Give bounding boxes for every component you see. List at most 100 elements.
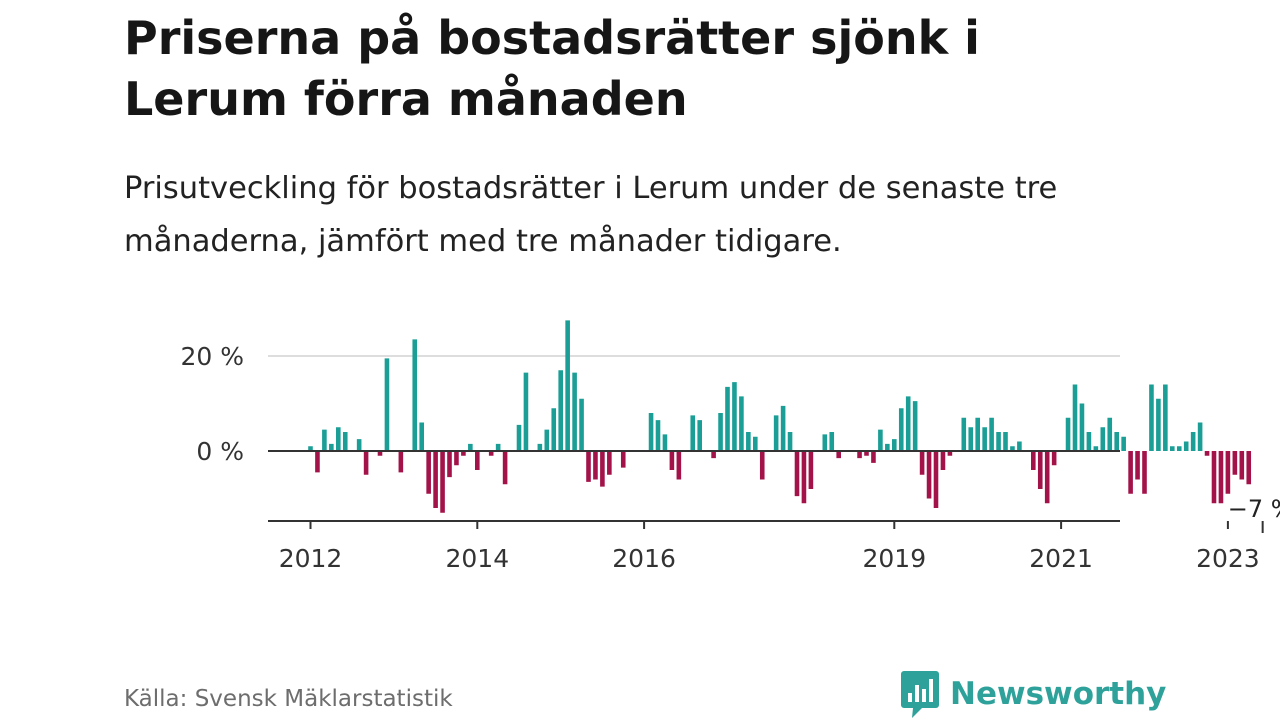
bar	[1044, 451, 1050, 504]
bar	[718, 413, 723, 451]
bar	[1114, 432, 1119, 451]
bar	[384, 358, 390, 452]
bar	[1135, 451, 1140, 480]
bar	[829, 432, 835, 451]
bar	[1232, 451, 1238, 475]
bar	[746, 432, 751, 451]
bar	[885, 443, 890, 452]
bar	[857, 451, 862, 459]
bar	[454, 451, 459, 466]
bar	[1107, 417, 1113, 451]
bar	[655, 420, 661, 452]
bar	[864, 451, 869, 456]
bar	[739, 396, 744, 452]
bar	[1176, 446, 1182, 451]
bar	[1225, 451, 1231, 494]
bar	[1121, 436, 1126, 451]
bar	[426, 451, 431, 494]
bar	[461, 451, 466, 456]
bar	[871, 451, 876, 463]
logo-text: Newsworthy	[950, 676, 1167, 712]
bar	[607, 451, 612, 475]
bar	[947, 451, 953, 456]
bar	[551, 408, 557, 451]
bar	[315, 451, 320, 473]
bar	[1204, 451, 1210, 456]
bar	[1093, 446, 1099, 451]
chart-title: Priserna på bostadsrätter sjönk i Lerum …	[124, 11, 980, 126]
bar	[342, 432, 348, 451]
bar	[412, 339, 418, 452]
y-tick-label: 0 %	[196, 437, 244, 466]
bar	[676, 451, 682, 480]
bar	[433, 451, 438, 508]
bar	[495, 443, 501, 452]
bar	[419, 422, 424, 451]
bar	[919, 451, 925, 475]
bar	[475, 451, 480, 470]
bar	[940, 451, 946, 470]
bar	[1128, 451, 1133, 494]
bar	[1197, 422, 1203, 451]
bar	[711, 451, 716, 459]
bar	[1142, 451, 1147, 494]
bar	[732, 382, 737, 452]
bar	[329, 443, 334, 452]
bar	[912, 401, 918, 452]
x-tick-label: 2016	[612, 544, 676, 573]
bar	[968, 427, 974, 451]
bar	[363, 451, 369, 475]
bar	[787, 432, 793, 451]
bar	[808, 451, 814, 489]
bar	[1003, 432, 1008, 451]
x-tick-label: 2023	[1196, 544, 1260, 573]
bar	[905, 396, 911, 452]
bar	[975, 417, 980, 451]
newsworthy-logo: Newsworthy	[900, 668, 1166, 720]
bar	[690, 415, 696, 452]
bar	[662, 434, 668, 452]
bar	[1051, 451, 1057, 466]
bar-chart-bubble-icon	[901, 671, 939, 718]
bar	[308, 446, 313, 451]
bar	[600, 451, 605, 487]
bar	[1079, 403, 1085, 451]
bar	[1072, 384, 1078, 451]
bar	[516, 424, 522, 452]
bar	[322, 429, 327, 452]
bar	[447, 451, 452, 478]
bar	[697, 420, 702, 452]
bar	[1031, 451, 1036, 470]
bar	[586, 451, 591, 482]
bar	[1065, 417, 1071, 451]
bar	[620, 451, 626, 468]
x-tick-label: 2021	[1029, 544, 1093, 573]
bar	[1170, 446, 1175, 451]
bar	[989, 417, 994, 451]
bar	[440, 451, 445, 513]
bar	[377, 451, 383, 456]
bar	[544, 429, 550, 452]
bar	[982, 427, 987, 451]
x-tick-label: 2019	[862, 544, 926, 573]
bar	[1163, 384, 1168, 451]
bar	[565, 320, 570, 452]
bar	[398, 451, 404, 473]
bar	[822, 434, 828, 452]
bar	[892, 439, 897, 452]
bar	[898, 408, 904, 451]
bar	[1010, 446, 1015, 451]
bar	[502, 451, 508, 485]
bar	[836, 451, 841, 459]
bar	[773, 415, 779, 452]
bar	[488, 451, 494, 456]
bar	[759, 451, 765, 480]
bar	[1246, 451, 1252, 485]
chart-subtitle: Prisutveckling för bostadsrätter i Lerum…	[124, 171, 1058, 259]
bar	[336, 427, 341, 451]
bar	[1086, 432, 1092, 451]
bar	[1239, 451, 1245, 480]
bar	[579, 398, 584, 451]
bar	[926, 451, 932, 499]
source-note: Källa: Svensk Mäklarstatistik	[124, 686, 453, 712]
